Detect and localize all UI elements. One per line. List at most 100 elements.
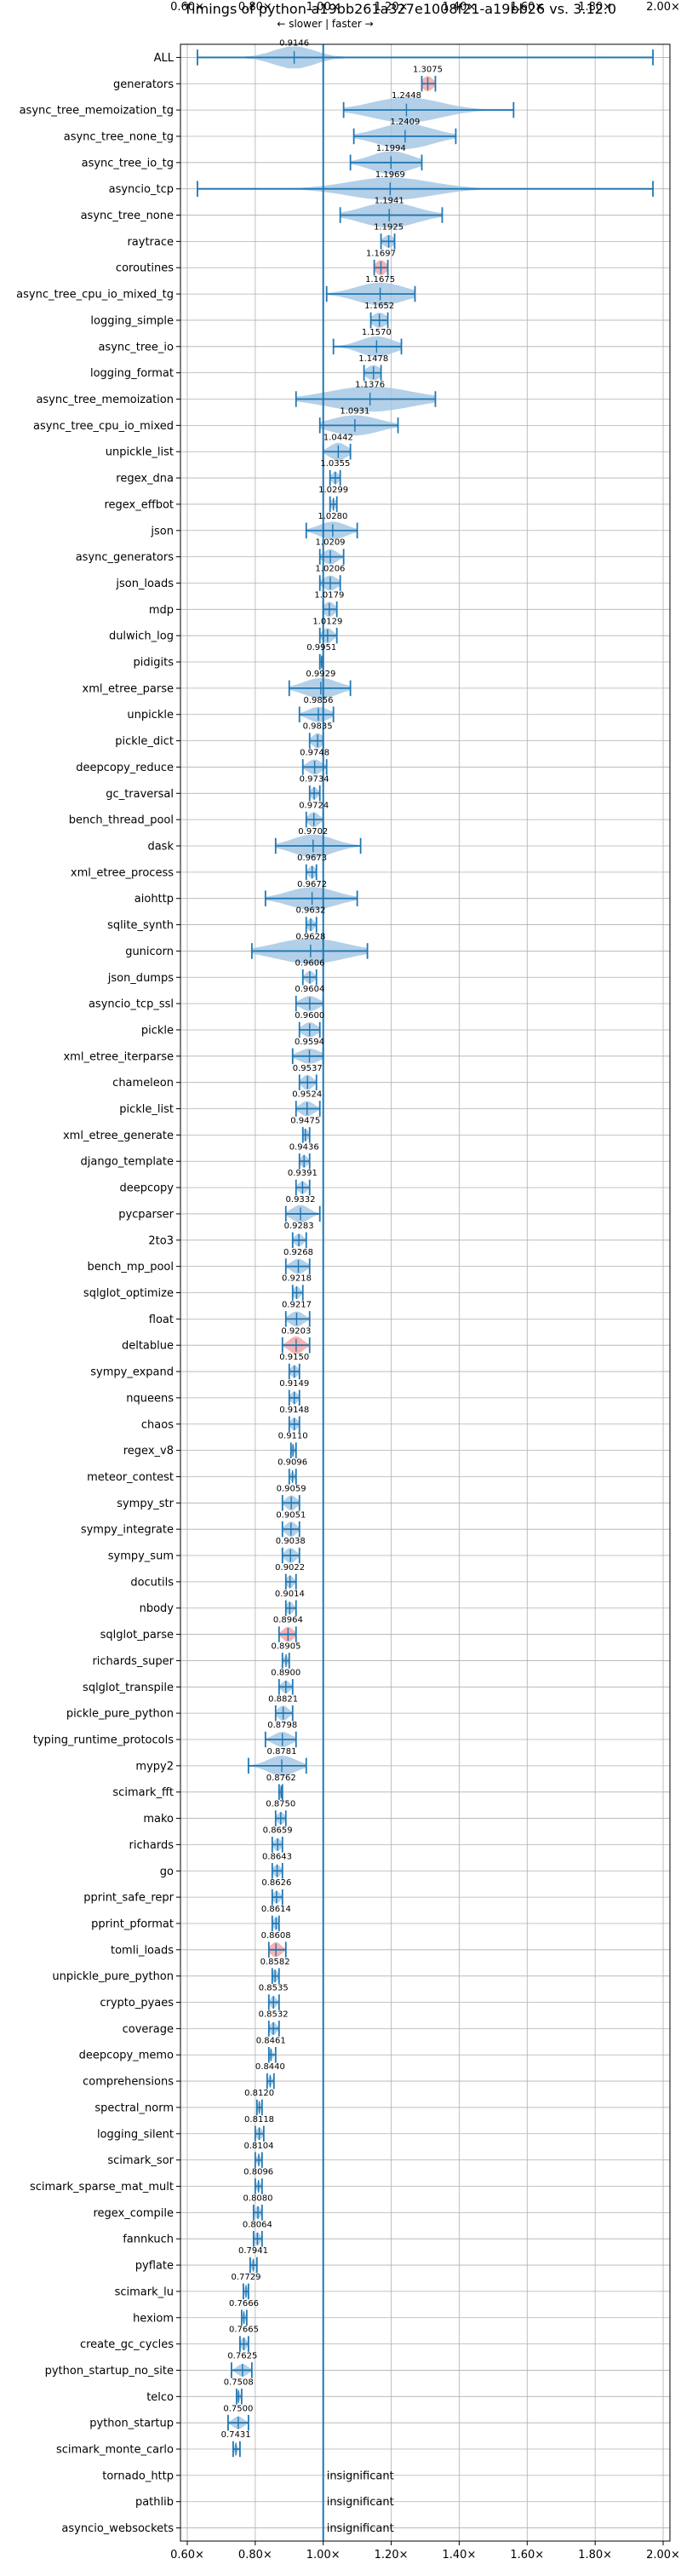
x-tick-label-top: 0.80×: [238, 1, 272, 14]
benchmark-label: typing_runtime_protocols: [33, 1734, 174, 1746]
benchmark-label: pickle_list: [119, 1103, 174, 1116]
benchmark-label: xml_etree_iterparse: [63, 1050, 174, 1063]
value-label: 0.9524: [292, 1090, 322, 1100]
insignificant-label: insignificant: [327, 2496, 394, 2509]
value-label: 0.9022: [275, 1563, 305, 1573]
value-label: 0.9606: [295, 958, 324, 968]
value-label: 0.9436: [289, 1142, 319, 1152]
value-label: 0.9051: [276, 1510, 306, 1520]
value-label: 0.9537: [293, 1064, 323, 1073]
value-label: 0.8535: [259, 1984, 289, 1993]
benchmark-label: richards_super: [92, 1655, 174, 1668]
value-label: 0.7625: [227, 2352, 257, 2361]
x-tick-label-top: 1.80×: [578, 1, 612, 14]
benchmark-label: json_loads: [115, 578, 174, 590]
value-label: 0.9632: [296, 906, 326, 916]
benchmark-label: coverage: [123, 2023, 174, 2036]
benchmark-label: gunicorn: [125, 946, 174, 958]
benchmark-label: spectral_norm: [94, 2102, 174, 2114]
benchmark-label: scimark_lu: [115, 2286, 174, 2298]
benchmark-label: bench_mp_pool: [87, 1261, 174, 1274]
benchmark-label: scimark_sparse_mat_mult: [30, 2181, 174, 2194]
x-tick-label-top: 1.60×: [510, 1, 544, 14]
value-label: 0.9951: [306, 643, 336, 653]
benchmark-label: scimark_monte_carlo: [56, 2444, 174, 2457]
value-label: 0.9268: [283, 1248, 313, 1257]
value-label: 1.2409: [390, 118, 420, 127]
value-label: 0.7500: [223, 2404, 253, 2413]
insignificant-label: insignificant: [327, 2470, 394, 2482]
benchmark-label: python_startup_no_site: [45, 2365, 174, 2378]
value-label: 0.9600: [295, 1011, 324, 1021]
benchmark-label: aiohttp: [134, 893, 174, 906]
benchmark-label: json_dumps: [107, 972, 174, 985]
benchmark-label: logging_silent: [97, 2128, 174, 2141]
benchmark-label: mako: [143, 1813, 174, 1826]
value-label: 0.9110: [278, 1432, 308, 1441]
value-label: 0.8608: [261, 1931, 291, 1941]
benchmark-label: unpickle_pure_python: [52, 1970, 174, 1983]
x-tick-label: 1.60×: [510, 2549, 544, 2562]
value-label: 0.9856: [303, 696, 333, 705]
benchmark-label: pyflate: [135, 2260, 174, 2273]
benchmark-label: sqlglot_optimize: [83, 1287, 174, 1300]
value-label: 0.8643: [262, 1852, 292, 1861]
value-label: 1.3075: [413, 65, 443, 74]
benchmark-label: chameleon: [112, 1077, 174, 1090]
value-label: 0.8781: [267, 1747, 297, 1757]
value-label: 0.9014: [275, 1590, 305, 1599]
x-tick-label: 2.00×: [646, 2549, 680, 2562]
value-label: 0.8440: [255, 2062, 285, 2072]
value-label: 0.9594: [295, 1038, 324, 1047]
value-label: 0.8582: [260, 1958, 290, 1967]
x-tick-label-top: 0.60×: [170, 1, 204, 14]
benchmark-label: logging_format: [90, 367, 174, 380]
value-label: 1.0129: [312, 617, 342, 626]
benchmark-label: pidigits: [134, 657, 175, 670]
benchmark-label: async_tree_cpu_io_mixed_tg: [16, 289, 174, 302]
benchmark-label: async_tree_none: [81, 210, 174, 222]
value-label: 0.7941: [238, 2246, 268, 2256]
benchmark-label: regex_v8: [123, 1445, 174, 1458]
value-label: 0.8964: [273, 1616, 303, 1625]
value-label: 0.9604: [295, 985, 324, 994]
x-tick-label-top: 1.40×: [443, 1, 477, 14]
x-tick-label: 1.40×: [443, 2549, 477, 2562]
value-label: 0.9734: [300, 774, 329, 784]
benchmark-label: pathlib: [135, 2496, 174, 2509]
value-label: 0.9391: [288, 1169, 318, 1178]
value-label: 1.0206: [315, 565, 345, 574]
benchmark-label: xml_etree_process: [71, 866, 174, 879]
benchmark-label: asyncio_websockets: [61, 2522, 174, 2535]
benchmark-label: chaos: [141, 1418, 174, 1431]
x-tick-label: 1.20×: [375, 2549, 409, 2562]
x-tick-label-top: 2.00×: [646, 1, 680, 14]
value-label: 0.9218: [282, 1274, 312, 1284]
benchmark-label: unpickle: [127, 709, 174, 722]
value-label: 0.9835: [303, 722, 333, 732]
value-label: 1.0209: [316, 538, 346, 548]
value-label: 0.9217: [282, 1300, 312, 1309]
benchmark-label: sqlite_synth: [107, 919, 174, 932]
value-label: 0.8750: [266, 1800, 295, 1809]
value-label: 0.8614: [261, 1905, 291, 1914]
benchmark-label: deepcopy_reduce: [76, 762, 174, 774]
value-label: 1.0179: [314, 590, 344, 600]
value-label: 0.9283: [284, 1222, 314, 1231]
benchmark-label: scimark_fft: [112, 1786, 174, 1799]
benchmark-label: dulwich_log: [109, 630, 174, 643]
value-label: 1.1969: [375, 170, 405, 180]
benchmark-label: bench_thread_pool: [69, 814, 174, 827]
value-label: 0.8064: [243, 2220, 272, 2229]
benchmark-label: tomli_loads: [111, 1944, 174, 1957]
x-tick-label: 0.80×: [238, 2549, 272, 2562]
benchmark-label: sqlglot_transpile: [83, 1682, 174, 1694]
value-label: 0.9096: [278, 1458, 307, 1468]
benchmark-label: pickle_pure_python: [66, 1708, 174, 1721]
value-label: 0.9059: [277, 1484, 306, 1493]
benchmark-label: tornado_http: [102, 2470, 174, 2482]
benchmark-label: asyncio_tcp: [109, 183, 174, 196]
value-label: 1.0280: [318, 512, 347, 521]
benchmark-label: deepcopy_memo: [79, 2050, 174, 2062]
